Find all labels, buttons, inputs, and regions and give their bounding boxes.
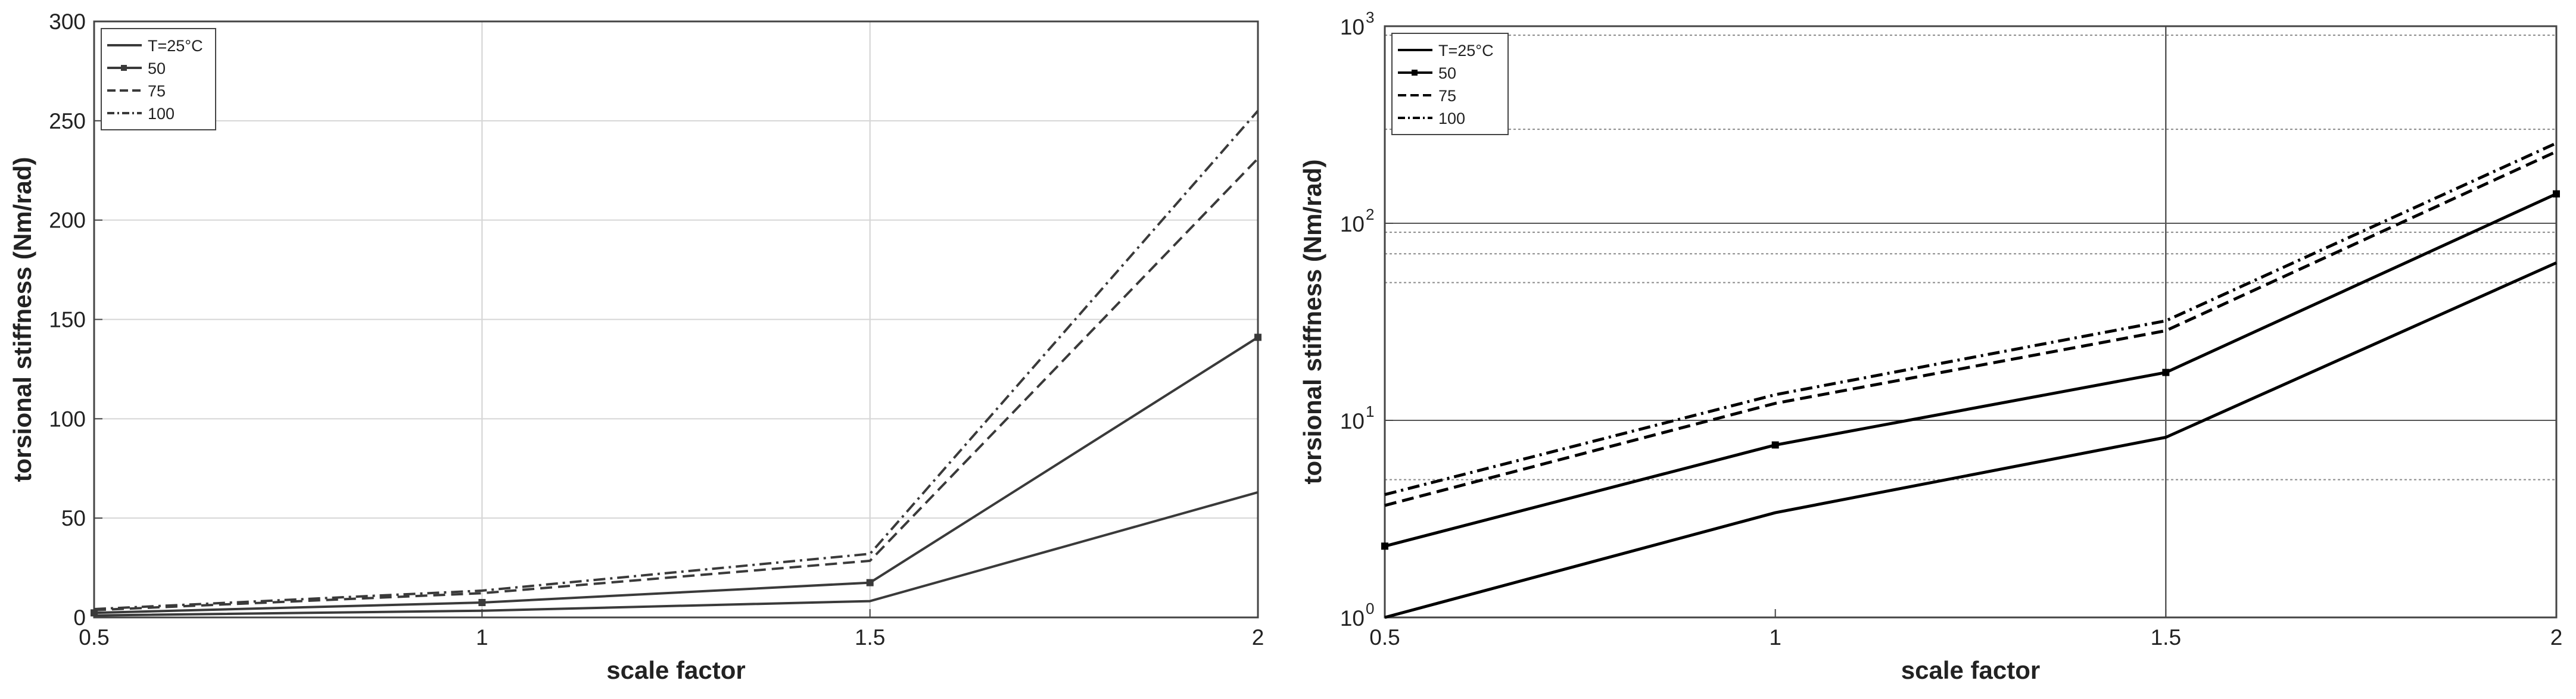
x-axis-label: scale factor [1901,656,2040,684]
x-tick-label: 1 [1769,625,1781,650]
plot-area [1385,26,2556,617]
y-tick-label: 10 [1340,606,1365,631]
series-marker-50 [478,598,486,606]
x-axis-label: scale factor [606,656,745,684]
y-tick-label: 250 [49,109,86,133]
legend-label: 75 [148,82,166,100]
y-tick-label: 50 [61,506,86,531]
y-tick-label: 200 [49,208,86,233]
x-tick-label: 2 [2550,625,2563,650]
y-tick-label: 100 [49,407,86,431]
legend-label: 100 [148,105,175,123]
legend-label: 75 [1438,87,1456,105]
series-line-25 [94,491,1259,617]
series-line-75 [94,157,1259,611]
gridlines [94,21,1259,617]
y-tick-label: 150 [49,308,86,332]
series-marker-50 [1771,441,1779,449]
linear-chart: 0.5 1 1.5 2 0 50 100 150 200 250 300 scale factor to… [8,10,1264,684]
y-tick-exponent: 1 [1366,402,1374,420]
x-tick-label: 1.5 [2151,625,2181,650]
y-tick-exponent: 0 [1366,600,1374,617]
series-line-25 [1384,261,2558,619]
series-line-50 [1384,192,2558,548]
y-axis-label: torsional stiffness (Nm/rad) [1298,159,1326,484]
y-tick-label: 10 [1340,409,1365,433]
legend-label: T=25°C [1438,42,1494,60]
series-line-100 [94,110,1259,610]
series-marker-50 [2553,190,2560,198]
y-tick-exponent: 3 [1366,8,1374,26]
legend: T=25°C 50 75 100 [1391,33,1509,135]
legend: T=25°C 50 75 100 [101,28,216,130]
series-line-50 [94,336,1259,614]
legend-label: 50 [148,60,166,77]
y-axis-label: torsional stiffness (Nm/rad) [8,157,36,482]
axes-frame [1384,25,2558,619]
series-marker-50 [2162,369,2170,376]
series-marker-50 [1254,333,1261,341]
y-tick-label: 0 [73,606,86,630]
x-tick-label: 0.5 [79,625,109,650]
gridlines [1385,26,2556,617]
x-tick-label: 0.5 [1369,625,1400,650]
legend-label: 100 [1438,110,1465,127]
x-tick-label: 1 [476,625,488,650]
series-marker-50 [866,579,874,586]
x-tick-label: 1.5 [855,625,885,650]
y-tick-label: 10 [1340,212,1365,236]
legend-marker [1412,70,1418,76]
y-tick-exponent: 2 [1366,205,1374,223]
legend-label: 50 [1438,64,1456,82]
y-tick-label: 10 [1340,15,1365,39]
y-tick-label: 300 [49,10,86,34]
series-line-100 [1384,142,2558,497]
x-tick-label: 2 [1252,625,1264,650]
legend-label: T=25°C [148,37,203,55]
series-line-75 [1384,150,2558,507]
series-marker-50 [1381,542,1388,550]
legend-marker [121,65,127,71]
